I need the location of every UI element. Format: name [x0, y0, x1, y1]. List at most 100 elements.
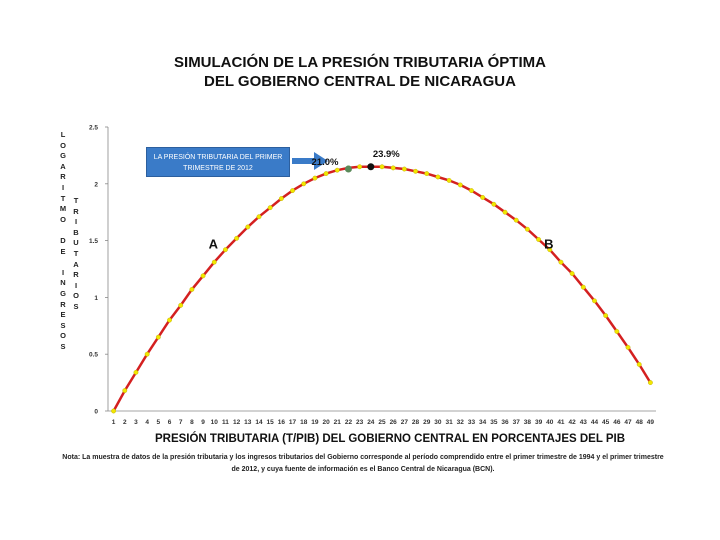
data-point [536, 237, 541, 242]
data-point [379, 164, 385, 170]
y-tick-label: 2 [94, 181, 98, 188]
optimal-point [367, 163, 375, 171]
data-point [334, 167, 340, 173]
x-tick-label: 13 [244, 419, 252, 426]
x-tick-label: 41 [557, 419, 565, 426]
data-point [312, 175, 318, 181]
x-tick-label: 9 [201, 419, 205, 426]
x-tick-label: 30 [434, 419, 442, 426]
x-tick-label: 1 [112, 419, 116, 426]
x-tick-label: 28 [412, 419, 420, 426]
x-tick-label: 49 [647, 419, 655, 426]
x-tick-label: 45 [602, 419, 610, 426]
x-tick-label: 29 [423, 419, 431, 426]
x-axis-label: PRESIÓN TRIBUTARIA (T/PIB) DEL GOBIERNO … [154, 433, 626, 445]
footnote: Nota: La muestra de datos de la presión … [62, 454, 664, 473]
title-line-1: SIMULACIÓN DE LA PRESIÓN TRIBUTARIA ÓPTI… [174, 54, 546, 71]
data-point [636, 362, 642, 367]
x-tick-label: 37 [513, 419, 521, 426]
x-tick-label: 48 [636, 419, 644, 426]
x-tick-label: 22 [345, 419, 353, 426]
x-tick-label: 35 [490, 419, 498, 426]
data-point [524, 226, 530, 232]
data-point [278, 196, 284, 201]
data-point [513, 217, 519, 223]
data-point [592, 298, 597, 304]
data-point [357, 164, 363, 170]
data-point [178, 302, 184, 308]
x-tick-label: 38 [524, 419, 532, 426]
x-tick-label: 6 [168, 419, 172, 426]
data-point [413, 168, 418, 174]
point-a-label: A [209, 237, 219, 252]
y-tick-label: 1 [94, 295, 98, 302]
x-tick-label: 7 [179, 419, 183, 426]
y-tick-label: 0 [94, 409, 98, 416]
data-point [480, 195, 486, 200]
data-point [569, 271, 575, 276]
x-tick-label: 34 [479, 419, 487, 426]
x-tick-label: 18 [300, 419, 308, 426]
data-point [547, 247, 553, 253]
observed-point [344, 165, 352, 173]
x-tick-label: 26 [390, 419, 398, 426]
x-tick-label: 2 [123, 419, 127, 426]
data-point [144, 351, 150, 357]
data-point [323, 171, 329, 176]
x-tick-label: 10 [211, 419, 219, 426]
x-tick-label: 14 [255, 419, 263, 426]
data-point [256, 214, 262, 220]
y-tick-label: 1.5 [89, 238, 98, 245]
data-point [469, 188, 474, 194]
callout-box: LA PRESIÓN TRIBUTARIA DEL PRIMER TRIMEST… [146, 147, 290, 177]
data-point [401, 166, 407, 172]
x-tick-label: 3 [134, 419, 138, 426]
data-point [234, 235, 240, 241]
x-tick-label: 36 [501, 419, 509, 426]
x-tick-label: 24 [367, 419, 375, 426]
x-tick-label: 23 [356, 419, 364, 426]
data-point [290, 188, 295, 194]
data-point [491, 201, 497, 207]
x-tick-label: 40 [546, 419, 554, 426]
data-point [648, 380, 653, 385]
x-tick-label: 11 [222, 419, 229, 426]
data-point [133, 369, 139, 375]
data-point [603, 313, 609, 318]
data-point [614, 329, 620, 334]
optimal-value-label: 23.9% [373, 149, 400, 160]
x-tick-label: 46 [613, 419, 621, 426]
x-tick-label: 19 [311, 419, 319, 426]
data-point [390, 165, 396, 171]
x-tick-label: 5 [157, 419, 161, 426]
data-point [167, 317, 172, 323]
x-tick-label: 4 [145, 419, 149, 426]
observed-value-label: 21.0% [312, 157, 339, 168]
x-tick-label: 16 [278, 419, 286, 426]
x-tick-label: 32 [457, 419, 465, 426]
y-axis-label-part-2: T R I B U T A R I O S [73, 196, 79, 311]
x-tick-label: 39 [535, 419, 543, 426]
title-line-2: DEL GOBIERNO CENTRAL DE NICARAGUA [204, 73, 516, 90]
y-tick-label: 2.5 [89, 125, 98, 132]
chart-title: SIMULACIÓN DE LA PRESIÓN TRIBUTARIA ÓPTI… [0, 53, 720, 91]
data-point [558, 259, 564, 265]
x-tick-label: 25 [378, 419, 386, 426]
x-tick-label: 42 [569, 419, 577, 426]
x-tick-label: 33 [468, 419, 476, 426]
data-point [424, 171, 430, 176]
data-point [245, 224, 251, 230]
data-point [223, 247, 228, 253]
x-tick-label: 47 [624, 419, 632, 426]
data-point [580, 284, 586, 290]
data-point [200, 273, 206, 279]
x-tick-label: 43 [580, 419, 588, 426]
data-point [111, 408, 116, 414]
data-point [122, 388, 128, 393]
data-point [189, 287, 195, 292]
x-tick-label: 15 [267, 419, 275, 426]
data-point [155, 334, 161, 340]
x-tick-label: 31 [445, 419, 453, 426]
data-point [457, 182, 463, 188]
